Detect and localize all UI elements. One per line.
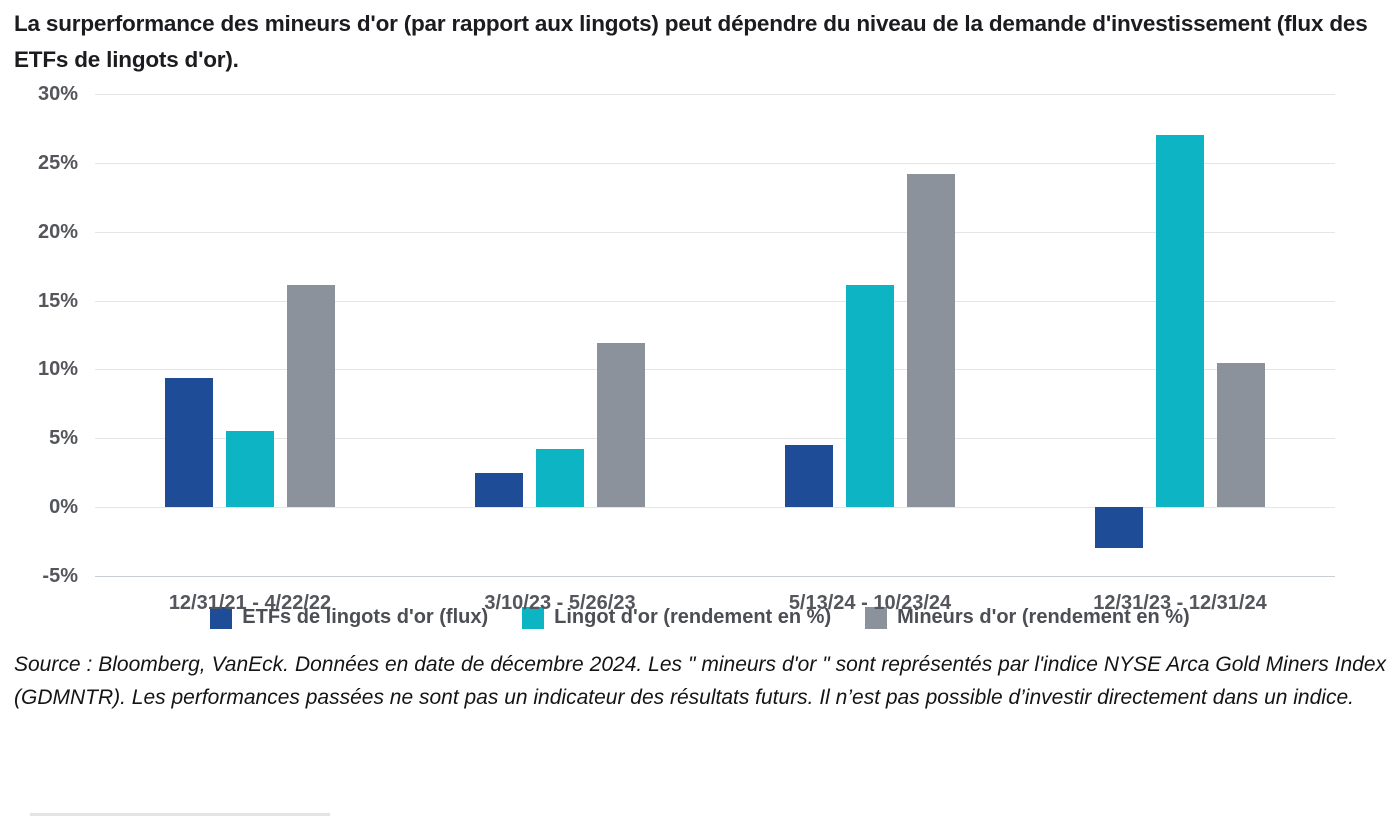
gridline-10%: [95, 369, 1335, 371]
y-tick-label: 0%: [49, 496, 78, 519]
bar-series3-group4: [1217, 362, 1265, 508]
y-tick-label: -5%: [42, 565, 78, 587]
bar-series1-group1: [165, 377, 213, 508]
x-category-label: 12/31/23 - 12/31/24: [1093, 592, 1267, 614]
legend-item-2: Lingot d'or (rendement en %): [522, 606, 831, 629]
legend-label: ETFs de lingots d'or (flux): [242, 606, 489, 628]
gridline-20%: [95, 231, 1335, 233]
bar-series3-group1: [287, 285, 335, 508]
gridline-25%: [95, 162, 1335, 164]
bar-series2-group4: [1156, 135, 1204, 508]
y-tick-label: 25%: [37, 151, 78, 174]
legend-item-1: ETFs de lingots d'or (flux): [210, 606, 488, 629]
legend-swatch-icon: [522, 606, 545, 629]
gridline--5%: [95, 576, 1335, 577]
bar-series1-group4: [1095, 507, 1143, 549]
bar-series3-group3: [907, 173, 955, 508]
legend-swatch-icon: [210, 606, 233, 629]
y-tick-label: 5%: [49, 427, 78, 450]
bar-series2-group3: [846, 285, 894, 508]
gridline-5%: [95, 438, 1335, 440]
plot-area: 30% 25% 20% 15% 10% 5% 0% -5% 12/31/21 - 4/22/22…: [38, 84, 1335, 614]
gridline-30%: [95, 94, 1335, 95]
bar-chart: 30% 25% 20% 15% 10% 5% 0% -5% 12/31/21 - 4/22/22…: [38, 84, 1335, 614]
bar-series2-group2: [536, 449, 584, 508]
bar-series1-group2: [475, 472, 523, 508]
legend-item-3: Mineurs d'or (rendement en %): [865, 606, 1190, 629]
bar-series3-group2: [597, 343, 645, 508]
y-tick-label: 15%: [37, 289, 78, 312]
legend-label: Mineurs d'or (rendement en %): [897, 606, 1190, 628]
bar-series1-group3: [785, 445, 833, 508]
chart-title: La surperformance des mineurs d'or (par …: [14, 11, 1368, 72]
x-category-label: 12/31/21 - 4/22/22: [168, 592, 332, 614]
y-tick-label: 20%: [37, 220, 78, 243]
x-category-label: 5/13/24 - 10/23/24: [788, 592, 952, 614]
legend-swatch-icon: [865, 606, 888, 629]
source-footnote: Source : Bloomberg, VanEck. Données en d…: [14, 653, 1386, 709]
y-tick-label: 30%: [37, 83, 78, 105]
cropped-text-artifact: [30, 813, 330, 816]
bar-series2-group1: [226, 431, 274, 508]
y-tick-label: 10%: [37, 358, 78, 381]
legend-label: Lingot d'or (rendement en %): [554, 606, 832, 628]
x-category-label: 3/10/23 - 5/26/23: [484, 592, 636, 614]
gridline-15%: [95, 300, 1335, 302]
chart-legend: ETFs de lingots d'or (flux) Lingot d'or (…: [60, 606, 1340, 629]
gridline-0%: [95, 507, 1335, 509]
